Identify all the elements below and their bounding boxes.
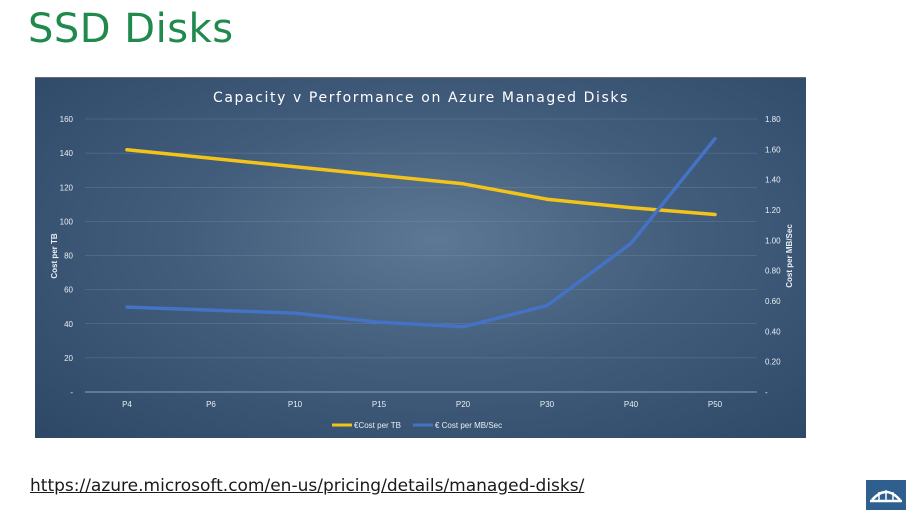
series-line-2 (125, 136, 717, 329)
data-point (713, 212, 717, 217)
data-point (713, 137, 717, 141)
right-tick-label: 0.40 (765, 327, 781, 336)
data-point (209, 156, 213, 160)
legend-label: € Cost per MB/Sec (435, 421, 502, 430)
gridlines (85, 118, 757, 393)
data-point (545, 197, 549, 201)
chart-title: Capacity v Performance on Azure Managed … (213, 90, 629, 106)
x-tick-label: P20 (456, 400, 471, 409)
data-point (209, 308, 213, 312)
data-point (377, 320, 381, 324)
right-tick-label: 0.80 (765, 267, 781, 276)
x-tick-label: P50 (708, 400, 723, 409)
slide-title: SSD Disks (28, 6, 234, 52)
left-tick-label: 20 (64, 354, 73, 363)
data-point (461, 325, 465, 329)
series-line-1 (125, 147, 717, 217)
left-tick-label: 80 (64, 252, 73, 261)
data-point (125, 148, 129, 152)
data-point (293, 165, 297, 169)
right-tick-label: 1.40 (765, 176, 781, 185)
data-point (545, 303, 549, 308)
left-tick-label: 60 (64, 286, 73, 295)
left-axis-ticks: - 20 40 60 80 100 120 140 160 (60, 115, 74, 397)
legend: €Cost per TB € Cost per MB/Sec (332, 421, 502, 430)
data-point (377, 173, 381, 177)
y-axis-right-title: Cost per MB/Sec (785, 224, 794, 288)
data-point (629, 241, 633, 245)
y-axis-left-title: Cost per TB (50, 233, 59, 279)
x-tick-label: P6 (206, 400, 216, 409)
left-tick-label: 140 (60, 149, 74, 158)
data-point (293, 311, 297, 315)
right-axis-ticks: - 0.20 0.40 0.60 0.80 1.00 1.20 1.40 1.60 1.80 (765, 115, 781, 397)
bridge-logo-icon (866, 480, 906, 510)
left-tick-label: 120 (60, 183, 74, 192)
left-tick-label: 100 (60, 217, 74, 226)
data-point (629, 206, 633, 210)
right-tick-label: 1.60 (765, 145, 781, 154)
data-point (461, 182, 465, 186)
chart-panel: Capacity v Performance on Azure Managed … (35, 77, 806, 438)
x-tick-label: P40 (624, 400, 639, 409)
right-tick-label: 0.20 (765, 358, 781, 367)
left-tick-label: - (70, 388, 73, 397)
x-tick-label: P4 (122, 400, 132, 409)
left-tick-label: 40 (64, 320, 73, 329)
x-tick-label: P30 (540, 400, 555, 409)
data-point (125, 305, 129, 309)
right-tick-label: 1.00 (765, 236, 781, 245)
x-tick-label: P10 (288, 400, 303, 409)
right-tick-label: 1.20 (765, 206, 781, 215)
left-tick-label: 160 (60, 115, 74, 124)
source-link[interactable]: https://azure.microsoft.com/en-us/pricin… (30, 476, 585, 496)
x-tick-label: P15 (372, 400, 387, 409)
line-chart: Capacity v Performance on Azure Managed … (50, 90, 794, 430)
right-tick-label: 1.80 (765, 115, 781, 124)
right-tick-label: - (765, 388, 768, 397)
right-tick-label: 0.60 (765, 297, 781, 306)
x-axis-ticks: P4 P6 P10 P15 P20 P30 P40 P50 (122, 400, 723, 409)
series-lines (125, 136, 717, 329)
legend-label: €Cost per TB (354, 421, 401, 430)
